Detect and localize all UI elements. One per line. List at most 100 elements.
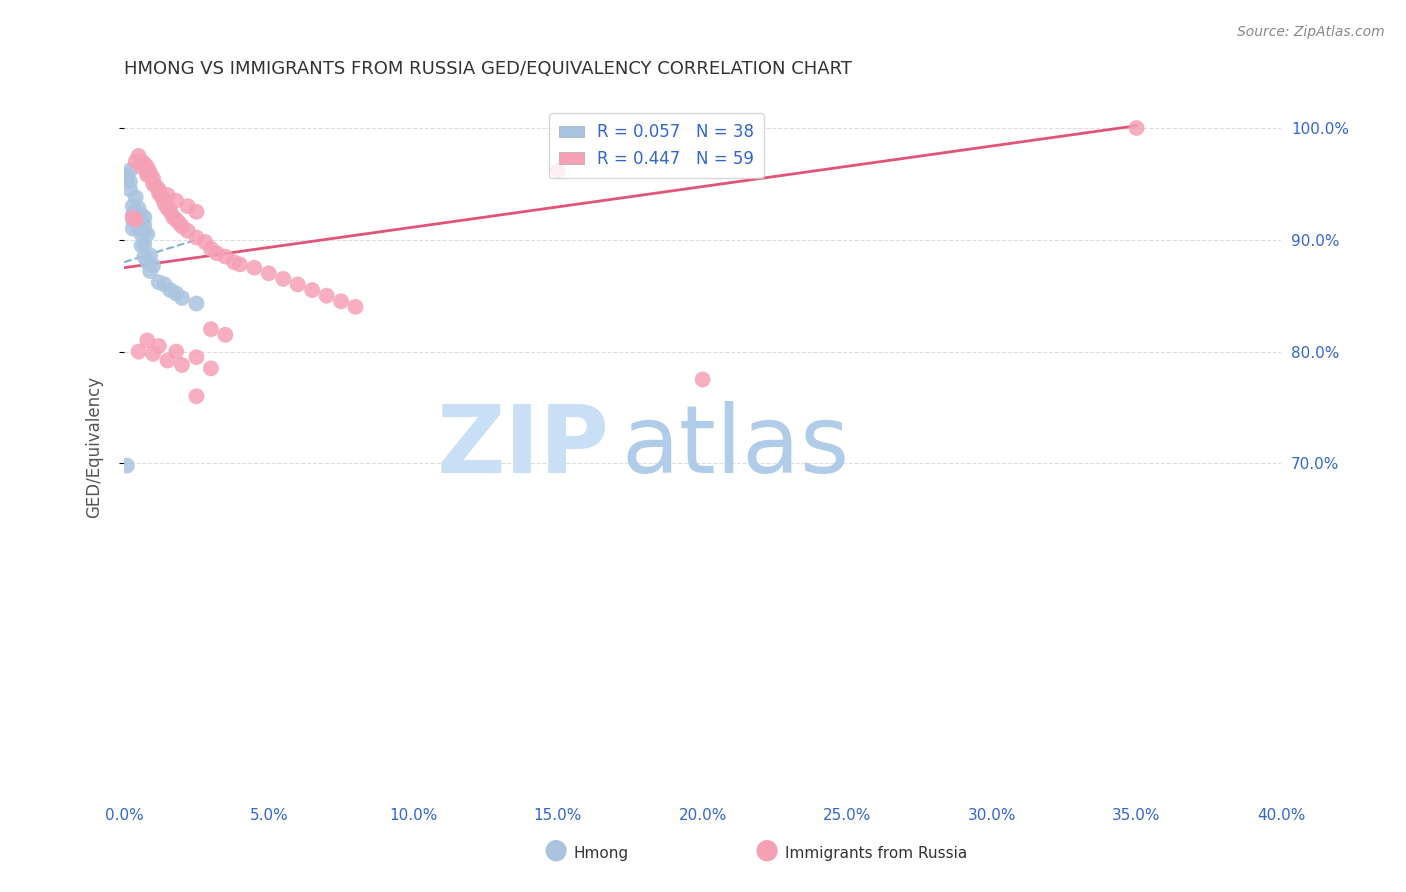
Text: Hmong: Hmong — [574, 847, 628, 861]
Point — [153, 197, 176, 211]
Point — [177, 199, 200, 213]
Point — [167, 216, 190, 230]
Point — [148, 182, 170, 196]
Point — [118, 163, 141, 178]
Point — [125, 190, 148, 204]
Point — [1125, 120, 1147, 135]
Point — [121, 211, 143, 225]
Point — [136, 166, 159, 180]
Point — [156, 188, 179, 202]
Point — [159, 283, 181, 297]
Point — [170, 291, 193, 305]
Point — [243, 260, 266, 275]
Text: Immigrants from Russia: Immigrants from Russia — [785, 847, 967, 861]
Point — [115, 168, 138, 182]
Point — [214, 327, 236, 342]
Point — [205, 246, 228, 260]
Point — [128, 344, 150, 359]
Point — [131, 160, 153, 174]
Point — [136, 168, 159, 182]
Point — [177, 224, 200, 238]
Point — [139, 264, 162, 278]
Point — [131, 154, 153, 169]
Point — [131, 215, 153, 229]
Point — [128, 221, 150, 235]
Point — [200, 322, 222, 336]
Point — [134, 211, 156, 225]
Point — [186, 350, 208, 364]
Point — [148, 339, 170, 353]
Text: ●: ● — [543, 836, 568, 864]
Point — [315, 288, 337, 302]
Point — [125, 154, 148, 169]
Point — [214, 250, 236, 264]
Point — [165, 286, 187, 301]
Point — [344, 300, 367, 314]
Text: atlas: atlas — [621, 401, 849, 492]
Point — [115, 458, 138, 473]
Point — [257, 266, 280, 280]
Point — [134, 219, 156, 233]
Text: Source: ZipAtlas.com: Source: ZipAtlas.com — [1237, 25, 1385, 39]
Point — [121, 221, 143, 235]
Point — [131, 227, 153, 242]
Point — [121, 212, 143, 227]
Point — [186, 389, 208, 403]
Point — [165, 344, 187, 359]
Point — [139, 248, 162, 262]
Point — [131, 238, 153, 252]
Point — [134, 237, 156, 252]
Point — [156, 353, 179, 368]
Point — [162, 211, 184, 225]
Point — [229, 257, 252, 271]
Point — [128, 211, 150, 225]
Text: ZIP: ZIP — [437, 401, 610, 492]
Point — [131, 208, 153, 222]
Point — [186, 296, 208, 310]
Point — [547, 163, 569, 178]
Point — [194, 235, 217, 249]
Point — [118, 182, 141, 196]
Point — [186, 230, 208, 244]
Point — [125, 204, 148, 219]
Point — [142, 171, 165, 186]
Y-axis label: GED/Equivalency: GED/Equivalency — [86, 376, 103, 517]
Legend: R = 0.057   N = 38, R = 0.447   N = 59: R = 0.057 N = 38, R = 0.447 N = 59 — [548, 113, 763, 178]
Point — [121, 208, 143, 222]
Point — [165, 212, 187, 227]
Point — [136, 160, 159, 174]
Point — [170, 219, 193, 234]
Text: ●: ● — [754, 836, 779, 864]
Point — [150, 190, 173, 204]
Point — [330, 294, 353, 309]
Point — [153, 277, 176, 292]
Point — [131, 221, 153, 235]
Point — [159, 204, 181, 219]
Point — [142, 347, 165, 361]
Point — [134, 224, 156, 238]
Text: HMONG VS IMMIGRANTS FROM RUSSIA GED/EQUIVALENCY CORRELATION CHART: HMONG VS IMMIGRANTS FROM RUSSIA GED/EQUI… — [124, 60, 852, 78]
Point — [200, 242, 222, 256]
Point — [128, 202, 150, 216]
Point — [139, 166, 162, 180]
Point — [142, 177, 165, 191]
Point — [125, 212, 148, 227]
Point — [118, 175, 141, 189]
Point — [692, 372, 714, 386]
Point — [156, 202, 179, 216]
Point — [115, 171, 138, 186]
Point — [136, 227, 159, 242]
Point — [134, 157, 156, 171]
Point — [134, 250, 156, 264]
Point — [136, 255, 159, 269]
Point — [128, 216, 150, 230]
Point — [121, 199, 143, 213]
Point — [136, 334, 159, 348]
Point — [186, 204, 208, 219]
Point — [170, 358, 193, 372]
Point — [271, 272, 294, 286]
Point — [148, 186, 170, 200]
Point — [165, 194, 187, 208]
Point — [125, 212, 148, 227]
Point — [145, 179, 167, 194]
